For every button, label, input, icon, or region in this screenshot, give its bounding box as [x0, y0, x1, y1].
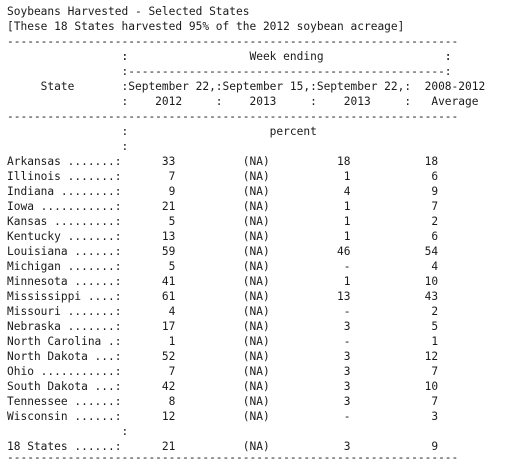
header-line: : :: [7, 50, 452, 63]
table-row: Illinois .......: 7 (NA) 1 6: [7, 170, 439, 183]
total-row: 18 States ......: 21 (NA) 3 9: [7, 440, 439, 453]
blank-separator: :: [7, 425, 129, 438]
rule-bottom: ----------------------------------------…: [7, 451, 459, 464]
table-row: Iowa ...........: 21 (NA) 1 7: [7, 200, 439, 213]
header-rule: :---------------------------------------…: [7, 65, 452, 78]
table-row: Louisiana ......: 59 (NA) 46 54: [7, 245, 439, 258]
unit-line: : percent: [7, 125, 317, 138]
table-row: Missouri .......: 4 (NA) - 2: [7, 305, 439, 318]
table-row: Mississippi ....: 61 (NA) 13 43: [7, 290, 439, 303]
table-row: North Dakota ...: 52 (NA) 3 12: [7, 350, 439, 363]
table-row: Minnesota ......: 41 (NA) 1 10: [7, 275, 439, 288]
column-headers-1: State :September 22,:September 15,:Septe…: [7, 80, 486, 93]
report-subtitle: [These 18 States harvested 95% of the 20…: [7, 20, 405, 33]
table-row: Ohio ...........: 7 (NA) 3 7: [7, 365, 439, 378]
week-ending-heading: : Week ending :: [7, 50, 452, 63]
column-headers-2: : 2012 : 2013 : 2013 : Average: [7, 95, 479, 108]
table-row: Kansas .........: 5 (NA) 1 2: [7, 215, 439, 228]
table-row: Indiana ........: 9 (NA) 4 9: [7, 185, 439, 198]
table-row: North Carolina .: 1 (NA) - 1: [7, 335, 439, 348]
table-row: Tennessee ......: 8 (NA) 3 7: [7, 395, 439, 408]
table-row: Michigan .......: 5 (NA) - 4: [7, 260, 439, 273]
blank-separator: :: [7, 140, 129, 153]
report-title: Soybeans Harvested - Selected States: [7, 5, 250, 18]
table-row: Nebraska .......: 17 (NA) 3 5: [7, 320, 439, 333]
table-row: Arkansas .......: 33 (NA) 18 18: [7, 155, 439, 168]
rule-header-bottom: ----------------------------------------…: [7, 110, 459, 123]
table-row: Wisconsin ......: 12 (NA) - 3: [7, 410, 439, 423]
rule-top: ----------------------------------------…: [7, 35, 459, 48]
table-row: South Dakota ...: 42 (NA) 3 10: [7, 380, 439, 393]
table-row: Kentucky .......: 13 (NA) 1 6: [7, 230, 439, 243]
